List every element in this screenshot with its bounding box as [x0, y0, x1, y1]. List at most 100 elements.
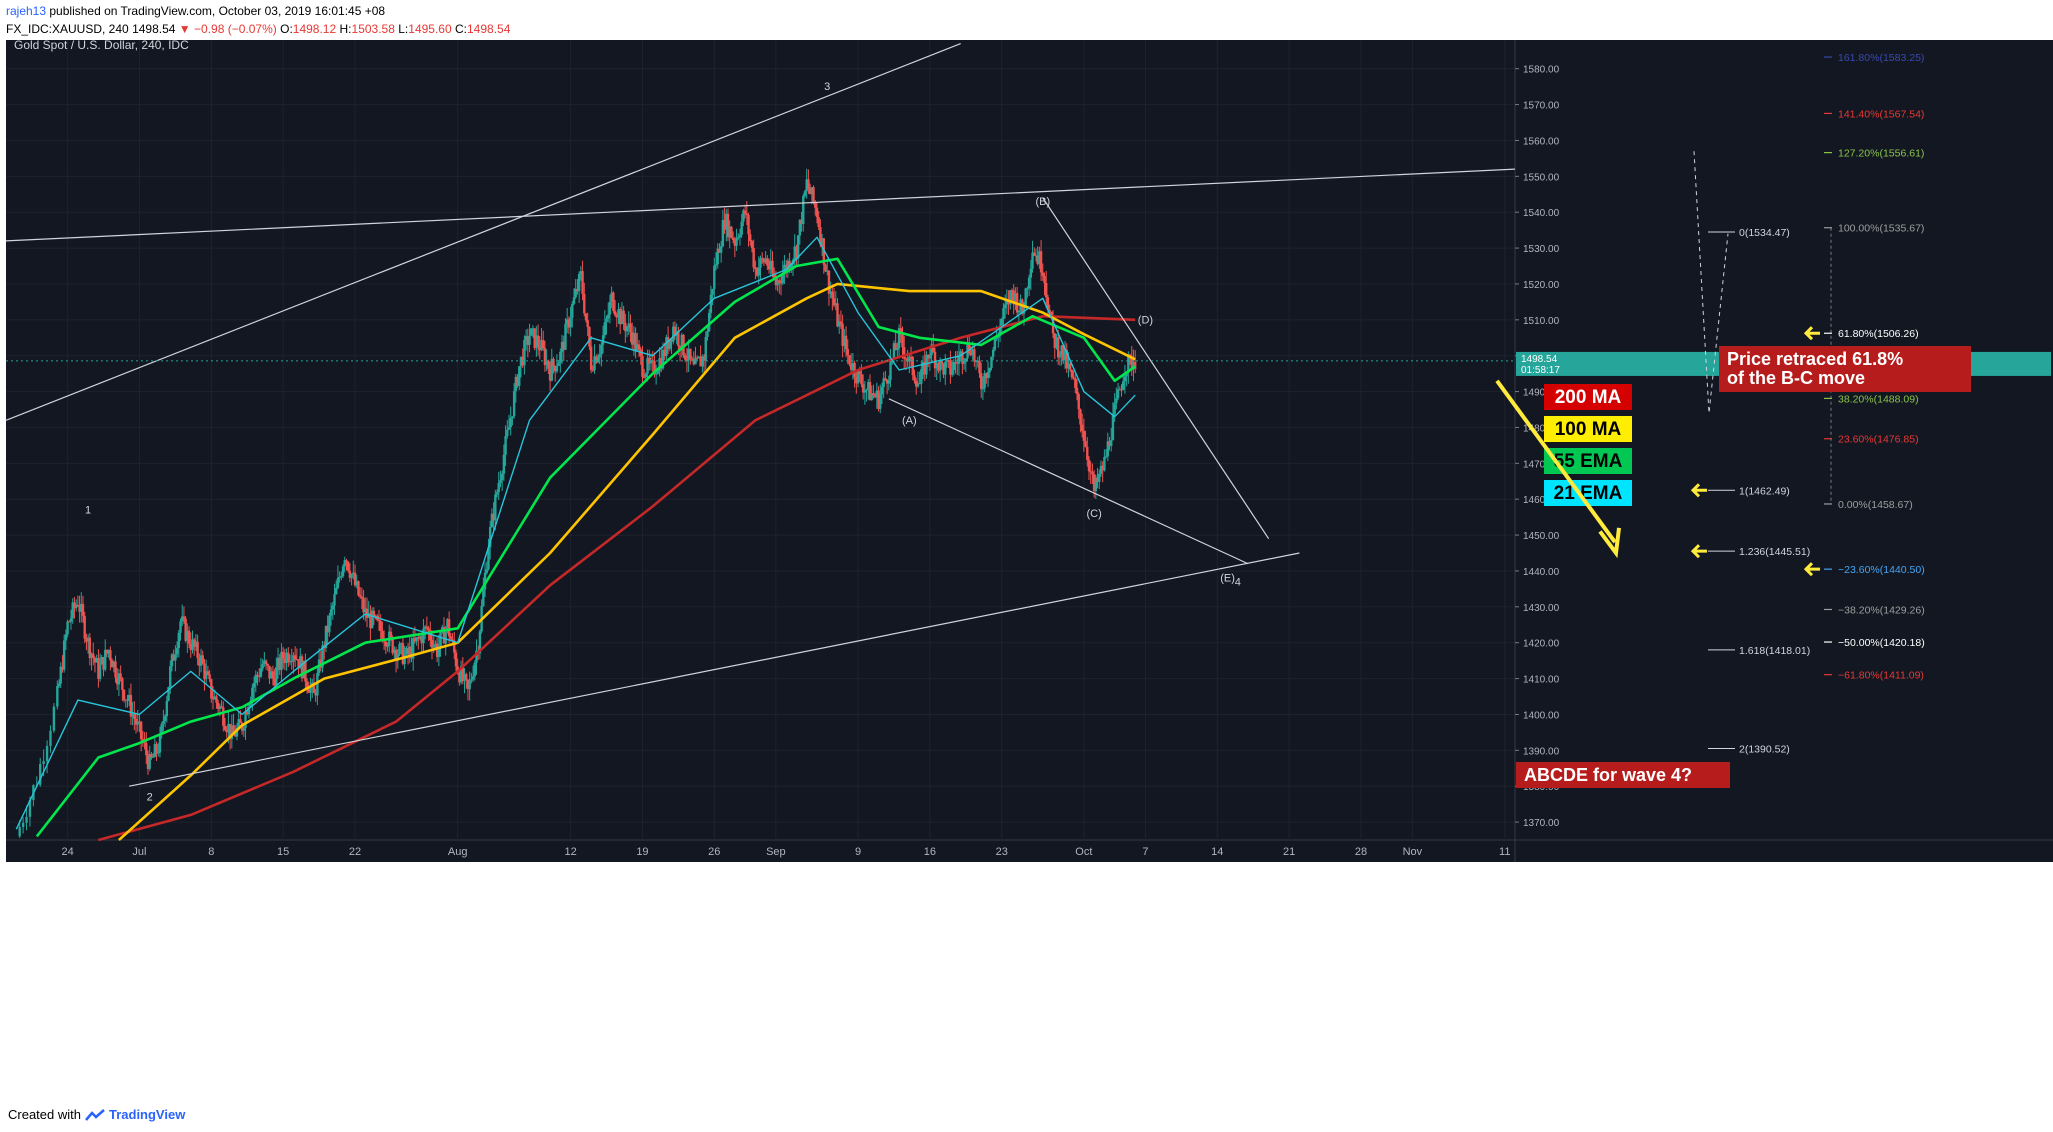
candle-body	[98, 664, 102, 679]
y-tick-label: 1480.00	[1523, 423, 1560, 434]
legend-box	[1544, 384, 1632, 410]
candle-body	[778, 280, 781, 283]
candle-body	[133, 713, 136, 719]
candle-body	[750, 241, 754, 248]
candle-body	[169, 666, 172, 687]
candle-body	[163, 716, 167, 722]
candle-body	[386, 646, 389, 648]
legend-label: 55 EMA	[1554, 451, 1623, 472]
candle-body	[973, 349, 976, 362]
candle-body	[246, 711, 249, 715]
candle-body	[855, 377, 858, 384]
candle-body	[292, 655, 295, 662]
candle-body	[68, 621, 71, 623]
candle-body	[365, 608, 369, 619]
candle-body	[844, 335, 848, 350]
candle-body	[400, 643, 403, 645]
x-tick-label: Sep	[766, 846, 786, 858]
candle-body	[1086, 446, 1089, 460]
candle-body	[235, 727, 239, 737]
candle-body	[687, 348, 690, 361]
candle-body	[581, 271, 584, 294]
candle-body	[160, 724, 163, 735]
candle-body	[324, 625, 328, 649]
down-arrow-head	[1598, 527, 1621, 559]
candle-body	[656, 371, 660, 374]
candle-body	[1027, 277, 1031, 289]
y-tick-label: 1510.00	[1523, 316, 1560, 327]
price-chart[interactable]: 1370.001380.001390.001400.001410.001420.…	[0, 40, 2053, 1100]
candle-body	[978, 360, 981, 374]
candle-body	[299, 656, 302, 669]
candle-body	[725, 213, 728, 230]
candle-body	[191, 639, 194, 651]
candle-body	[673, 326, 677, 337]
candle-body	[335, 587, 338, 595]
candle-body	[884, 378, 887, 380]
wave-label: (C)	[1086, 508, 1101, 520]
candle-body	[468, 680, 471, 690]
candle-body	[124, 699, 127, 701]
candle-body	[138, 721, 141, 723]
candle-body	[254, 674, 257, 684]
candle-body	[247, 706, 251, 715]
candle-body	[718, 248, 721, 253]
candle-body	[215, 696, 218, 703]
candle-body	[589, 346, 593, 370]
candle-body	[151, 756, 155, 758]
candle-body	[1067, 363, 1070, 369]
candle-body	[423, 626, 427, 629]
candle-body	[427, 628, 430, 631]
candle-body	[86, 637, 90, 642]
wave-label: 2	[147, 792, 153, 804]
candle-body	[478, 631, 482, 654]
tradingview-brand[interactable]: TradingView	[108, 1107, 186, 1122]
y-tick-label: 1520.00	[1523, 280, 1560, 291]
candle-body	[1075, 387, 1079, 395]
annotation-text: Price retraced 61.8%	[1727, 349, 1903, 369]
author-link[interactable]: rajeh13	[6, 4, 47, 18]
candle-body	[403, 654, 406, 664]
candle-body	[793, 246, 796, 260]
candle-body	[328, 615, 331, 633]
candle-body	[1125, 372, 1128, 377]
candle-body	[488, 526, 492, 548]
candle-body	[1009, 290, 1012, 305]
fib-retracement-label: −38.20%(1429.26)	[1838, 604, 1925, 616]
candle-body	[203, 663, 206, 680]
candle-body	[695, 357, 699, 359]
candle-body	[487, 547, 490, 570]
x-tick-label: 22	[349, 846, 361, 858]
candle-body	[372, 610, 376, 617]
series-line-21-ema	[15, 236, 1136, 830]
candle-body	[612, 292, 615, 312]
candle-body	[295, 659, 299, 661]
candle-body	[584, 313, 588, 321]
candle-body	[1068, 363, 1072, 370]
candle-body	[90, 653, 93, 659]
y-tick-label: 1390.00	[1523, 746, 1560, 757]
candle-body	[740, 221, 743, 235]
plot-background	[6, 40, 1515, 840]
candle-body	[81, 603, 85, 616]
candle-body	[475, 650, 478, 663]
candle-body	[110, 660, 114, 668]
candle-body	[595, 356, 598, 363]
candle-body	[331, 605, 334, 610]
candle-body	[738, 234, 742, 238]
candle-body	[950, 370, 954, 375]
candle-body	[408, 646, 411, 655]
candle-body	[446, 619, 449, 630]
candle-body	[222, 707, 225, 726]
candle-body	[122, 689, 126, 701]
close-label: C:	[455, 22, 467, 36]
candle-body	[875, 390, 879, 398]
candle-body	[518, 366, 521, 386]
candle-body	[779, 282, 783, 284]
candle-body	[439, 632, 442, 647]
candle-body	[62, 640, 66, 670]
candle-body	[52, 706, 56, 731]
candle-body	[1079, 409, 1082, 425]
candle-body	[107, 650, 110, 654]
candle-body	[613, 311, 617, 316]
